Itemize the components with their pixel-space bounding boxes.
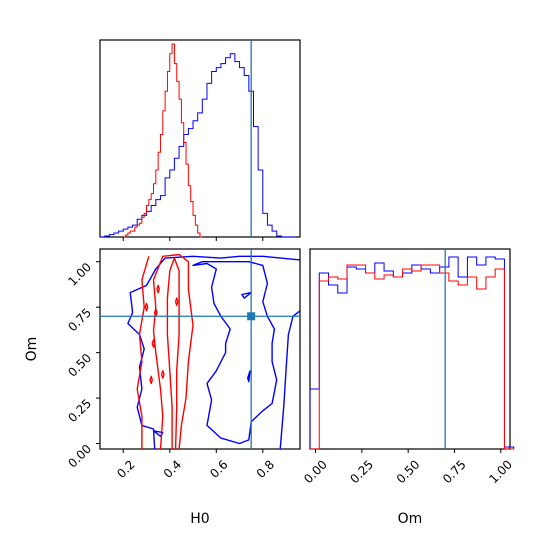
contour-ytick-label-0: 0.00 [65, 442, 94, 471]
red-island-5 [156, 284, 160, 294]
x-axis-label-om: Om [398, 511, 423, 527]
om-hist-xtick-label-2: 0.50 [394, 457, 423, 486]
blue-island-1 [241, 291, 252, 299]
red-inner-contour [166, 257, 180, 450]
contour-ytick-label-2: 0.50 [65, 351, 94, 380]
h0-histogram [100, 40, 296, 238]
red-island-2 [151, 339, 156, 348]
h0-om-contour-frame [99, 248, 301, 450]
red-island-0 [144, 302, 149, 312]
om-hist-xtick-label-1: 0.25 [347, 457, 376, 486]
y-axis-label-om: Om [24, 337, 40, 362]
om-hist-xtick-label-0: 0.00 [301, 457, 330, 486]
om-hist-xtick-label-3: 0.75 [440, 457, 469, 486]
red-island-4 [160, 370, 165, 379]
h0-om-contours [100, 249, 301, 450]
h0-hist-series-1 [123, 43, 203, 238]
contour-xtick-label-2: 0.6 [207, 457, 230, 480]
red-island-6 [174, 297, 179, 307]
contour-ytick-label-3: 0.75 [65, 305, 94, 334]
om-histogram-frame [309, 248, 511, 450]
om-hist-xtick-label-4: 1.00 [486, 457, 515, 486]
red-island-3 [149, 375, 153, 385]
red-left-contour [136, 256, 150, 449]
blue-outer-contour [127, 255, 301, 450]
h0-histogram-frame [99, 39, 301, 238]
red-outer-contour [152, 253, 194, 450]
om-hist-series-0 [309, 256, 515, 449]
om-histogram [309, 249, 515, 450]
blue-right-contour [279, 310, 301, 450]
blue-inner-contour [192, 261, 278, 445]
truth-marker [247, 312, 256, 321]
contour-xtick-label-1: 0.4 [161, 457, 184, 480]
contour-ytick-label-1: 0.25 [65, 396, 94, 425]
x-axis-label-h0: H0 [190, 511, 209, 527]
om-hist-series-1 [310, 264, 514, 450]
h0-hist-series-0 [100, 53, 296, 238]
contour-ytick-label-4: 1.00 [65, 260, 94, 289]
contour-xtick-label-0: 0.2 [114, 457, 137, 480]
blue-island-2 [247, 370, 251, 383]
contour-xtick-label-3: 0.8 [254, 457, 277, 480]
